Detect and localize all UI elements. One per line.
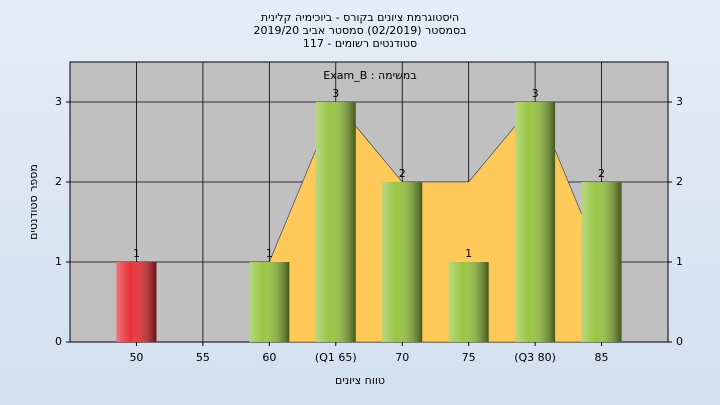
value-label: 2 xyxy=(598,167,605,180)
y2-tick-label: 2 xyxy=(676,175,683,188)
bar-shade xyxy=(515,102,556,342)
x-tick-label: (Q3 80) xyxy=(514,351,556,364)
x-tick-label: 70 xyxy=(395,351,409,364)
bar-shade xyxy=(249,262,290,342)
x-tick-label: (Q1 65) xyxy=(315,351,357,364)
y-tick-label: 0 xyxy=(55,335,62,348)
chart-title: סטודנטים רשומים - 117 xyxy=(303,37,417,50)
value-label: 3 xyxy=(332,87,339,100)
bar-shade xyxy=(382,182,423,342)
y-tick-label: 1 xyxy=(55,255,62,268)
y2-tick-label: 1 xyxy=(676,255,683,268)
chart-title: היסטוגרמת ציונים בקורס - ביוכימיה קלינית xyxy=(261,11,459,24)
chart-title: בסמסטר (02/2019) סמסטר אביב 2019/20 xyxy=(253,24,466,37)
bar-shade xyxy=(315,102,356,342)
value-label: 1 xyxy=(465,247,472,260)
y2-tick-label: 0 xyxy=(676,335,683,348)
x-tick-label: 50 xyxy=(129,351,143,364)
value-label: 1 xyxy=(133,247,140,260)
bar-shade xyxy=(116,262,157,342)
y-axis-label: מספר סטודנטים xyxy=(27,164,40,240)
y2-tick-label: 3 xyxy=(676,95,683,108)
bar-shade xyxy=(581,182,622,342)
x-tick-label: 55 xyxy=(196,351,210,364)
bar-shade xyxy=(448,262,489,342)
x-tick-label: 75 xyxy=(462,351,476,364)
value-label: 1 xyxy=(266,247,273,260)
value-label: 3 xyxy=(532,87,539,100)
y-tick-label: 3 xyxy=(55,95,62,108)
subtitle: במשימה : Exam_B xyxy=(323,69,416,82)
value-label: 2 xyxy=(399,167,406,180)
x-tick-label: 60 xyxy=(262,351,276,364)
x-axis-label: טווח ציונים xyxy=(335,374,385,387)
y-tick-label: 2 xyxy=(55,175,62,188)
x-tick-label: 85 xyxy=(595,351,609,364)
